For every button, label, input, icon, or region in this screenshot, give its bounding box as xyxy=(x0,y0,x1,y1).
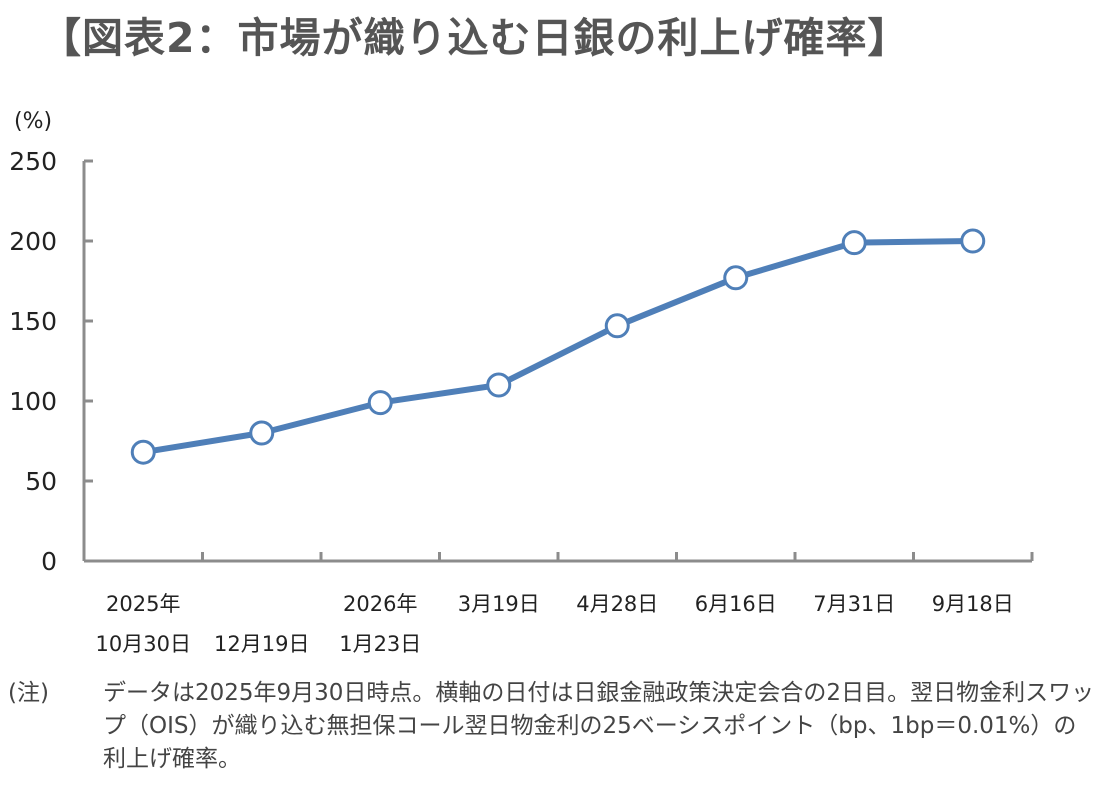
y-tick-label: 100 xyxy=(9,387,57,416)
data-point xyxy=(960,228,986,254)
x-tick-label: 2025年 xyxy=(106,592,180,616)
y-tick-label: 150 xyxy=(9,307,57,336)
footnote-label: (注) xyxy=(8,680,49,706)
data-point xyxy=(604,313,630,339)
data-point xyxy=(249,420,275,446)
data-point xyxy=(841,230,867,256)
chart-title: 【図表2：市場が織り込む日銀の利上げ確率】 xyxy=(40,14,910,62)
x-tick-label: 2026年 xyxy=(343,592,417,616)
series-line xyxy=(142,238,973,456)
x-tick-label: 4月28日 xyxy=(576,592,658,616)
x-tick-label: 3月19日 xyxy=(458,592,540,616)
data-point xyxy=(486,372,512,398)
x-tick-label: 9月18日 xyxy=(932,592,1014,616)
y-axis: (%) 0 50 100 150 200 250 xyxy=(9,109,93,576)
y-tick-label: 50 xyxy=(25,467,57,496)
x-tick-label: 7月31日 xyxy=(813,592,895,616)
x-tick-label: 1月23日 xyxy=(339,632,421,656)
footnote-text: データは2025年9月30日時点。横軸の日付は日銀金融政策決定会合の2日目。翌日… xyxy=(103,680,1095,772)
line-chart: (%) 0 50 100 150 200 250 2025年 10月30日 12月19日 2026… xyxy=(9,109,1034,656)
series xyxy=(130,228,986,465)
x-tick-label: 10月30日 xyxy=(96,632,191,656)
x-axis: 2025年 10月30日 12月19日 2026年 1月23日 3月19日 4月28日 6月1… xyxy=(84,552,1034,656)
data-point xyxy=(367,390,393,416)
y-axis-label: (%) xyxy=(14,109,52,134)
y-tick-label: 250 xyxy=(9,147,57,176)
y-tick-label: 0 xyxy=(41,547,57,576)
data-point xyxy=(130,439,156,465)
data-point xyxy=(723,265,749,291)
y-tick-label: 200 xyxy=(9,227,57,256)
x-tick-label: 12月19日 xyxy=(214,632,309,656)
x-tick-label: 6月16日 xyxy=(695,592,777,616)
